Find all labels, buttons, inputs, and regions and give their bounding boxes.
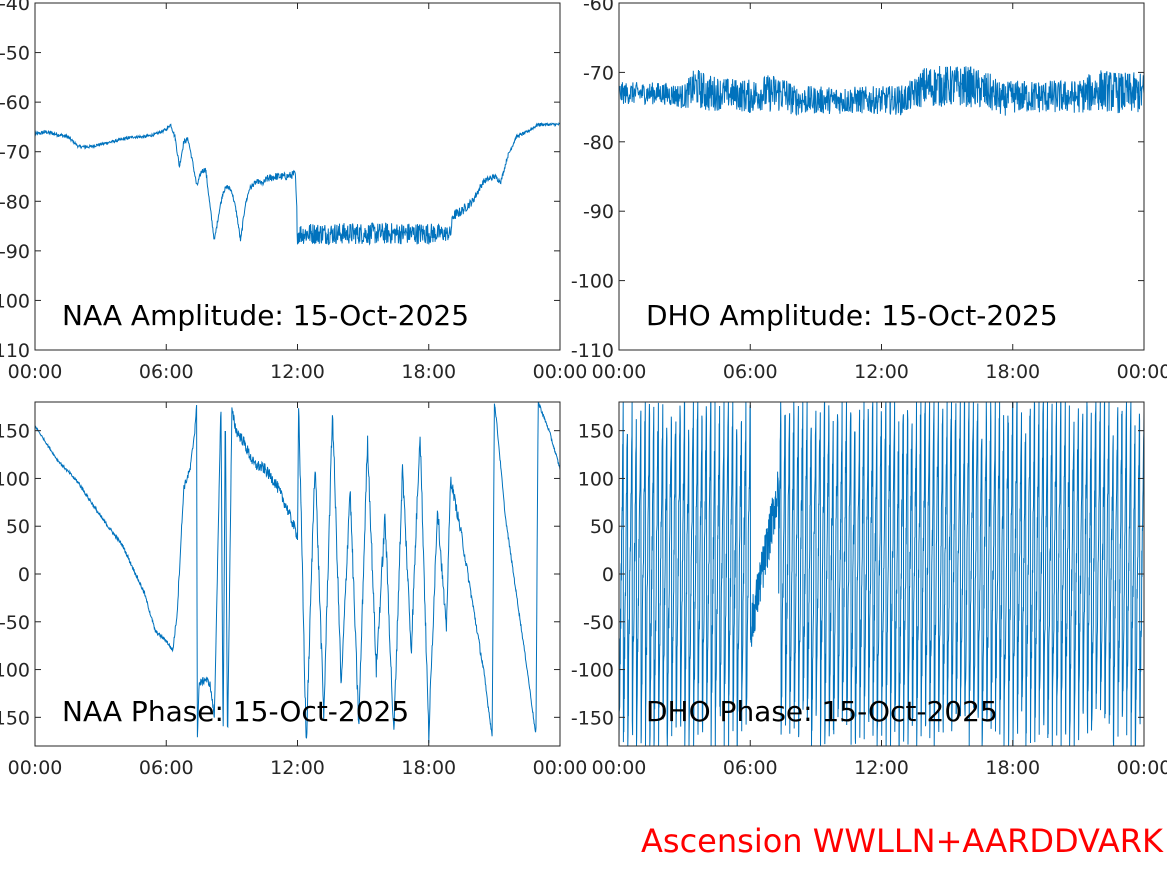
series-line (35, 402, 560, 744)
y-tick-label: -40 (0, 0, 30, 15)
y-tick-label: -110 (571, 340, 614, 362)
y-tick-label: -100 (0, 290, 30, 312)
x-tick-label: 18:00 (401, 757, 456, 779)
y-tick-label: 150 (578, 421, 614, 443)
x-tick-label: 18:00 (401, 361, 456, 383)
y-tick-label: -60 (0, 92, 30, 114)
x-tick-label: 18:00 (985, 361, 1040, 383)
y-tick-label: -80 (583, 132, 614, 154)
y-tick-label: 100 (0, 468, 30, 490)
y-tick-label: -90 (0, 241, 30, 263)
series-line (619, 402, 1144, 746)
y-tick-label: -50 (583, 612, 614, 634)
x-tick-label: 06:00 (139, 361, 194, 383)
x-tick-label: 00:00 (1117, 757, 1167, 779)
x-tick-label: 06:00 (723, 757, 778, 779)
y-tick-label: -80 (0, 191, 30, 213)
plot-frame (34, 2, 561, 351)
panel-3: 150 100 50 0 -50 -100 -150 00:00 06:00 12:00 18:00… (0, 401, 588, 779)
x-tick-label: 12:00 (270, 361, 325, 383)
x-tick-label: 06:00 (139, 757, 194, 779)
y-tick-label: -150 (571, 707, 614, 729)
y-tick-label: -70 (583, 62, 614, 84)
y-tick-label: -100 (571, 271, 614, 293)
series-line (619, 65, 1144, 117)
y-tick-label: -60 (583, 0, 614, 15)
x-tick-label: 00:00 (8, 361, 63, 383)
y-tick-label: 0 (602, 564, 614, 586)
y-tick-label: -110 (0, 340, 30, 362)
x-tick-label: 00:00 (1117, 361, 1167, 383)
y-tick-label: 100 (578, 468, 614, 490)
x-tick-label: 12:00 (854, 757, 909, 779)
x-tick-label: 12:00 (270, 757, 325, 779)
x-tick-label: 00:00 (592, 757, 647, 779)
x-tick-label: 00:00 (533, 757, 588, 779)
panel-title: DHO Phase: 15-Oct-2025 (646, 695, 998, 728)
panel-title: NAA Phase: 15-Oct-2025 (62, 695, 409, 728)
y-tick-label: -70 (0, 142, 30, 164)
y-tick-label: 150 (0, 421, 30, 443)
y-tick-label: -100 (0, 660, 30, 682)
x-tick-label: 00:00 (8, 757, 63, 779)
plot-frame (618, 2, 1145, 351)
panel-title: DHO Amplitude: 15-Oct-2025 (646, 299, 1058, 332)
panel-1: -40-50-60-70-80-90-100-11000:0006:0012:0… (0, 0, 587, 383)
x-tick-label: 00:00 (592, 361, 647, 383)
x-tick-label: 12:00 (854, 361, 909, 383)
y-tick-label: -50 (0, 612, 30, 634)
y-tick-label: -150 (0, 707, 30, 729)
footer-label: Ascension WWLLN+AARDDVARK (641, 822, 1163, 860)
y-tick-label: -50 (0, 43, 30, 65)
panel-4: 150 100 50 0 -50 -100 -150 00:00 06:00 12:00 18:00… (571, 401, 1167, 779)
x-tick-label: 18:00 (985, 757, 1040, 779)
panel-title: NAA Amplitude: 15-Oct-2025 (62, 299, 469, 332)
x-tick-label: 06:00 (723, 361, 778, 383)
y-tick-label: -100 (571, 660, 614, 682)
y-tick-label: 50 (590, 516, 614, 538)
series-line (35, 122, 560, 246)
y-tick-label: 50 (6, 516, 30, 538)
y-tick-label: -90 (583, 201, 614, 223)
y-tick-label: 0 (18, 564, 30, 586)
x-tick-label: 00:00 (533, 361, 588, 383)
